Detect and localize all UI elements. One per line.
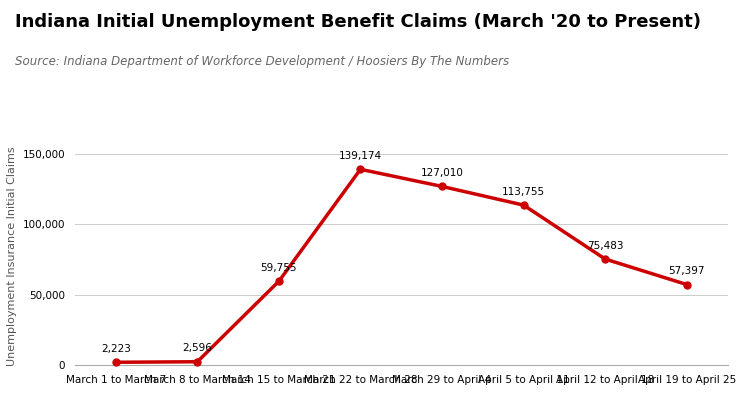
Text: Indiana Initial Unemployment Benefit Claims (March '20 to Present): Indiana Initial Unemployment Benefit Cla… — [15, 13, 701, 31]
Text: 127,010: 127,010 — [421, 168, 464, 178]
Text: 113,755: 113,755 — [502, 187, 545, 197]
Y-axis label: Unemployment Insurance Initial Claims: Unemployment Insurance Initial Claims — [7, 147, 17, 366]
Text: Source: Indiana Department of Workforce Development / Hoosiers By The Numbers: Source: Indiana Department of Workforce … — [15, 55, 509, 68]
Text: 2,223: 2,223 — [100, 344, 130, 354]
Text: 139,174: 139,174 — [339, 151, 382, 161]
Text: 2,596: 2,596 — [182, 344, 212, 353]
Text: 57,397: 57,397 — [668, 266, 705, 276]
Text: 75,483: 75,483 — [587, 241, 623, 251]
Text: 59,755: 59,755 — [261, 263, 297, 273]
